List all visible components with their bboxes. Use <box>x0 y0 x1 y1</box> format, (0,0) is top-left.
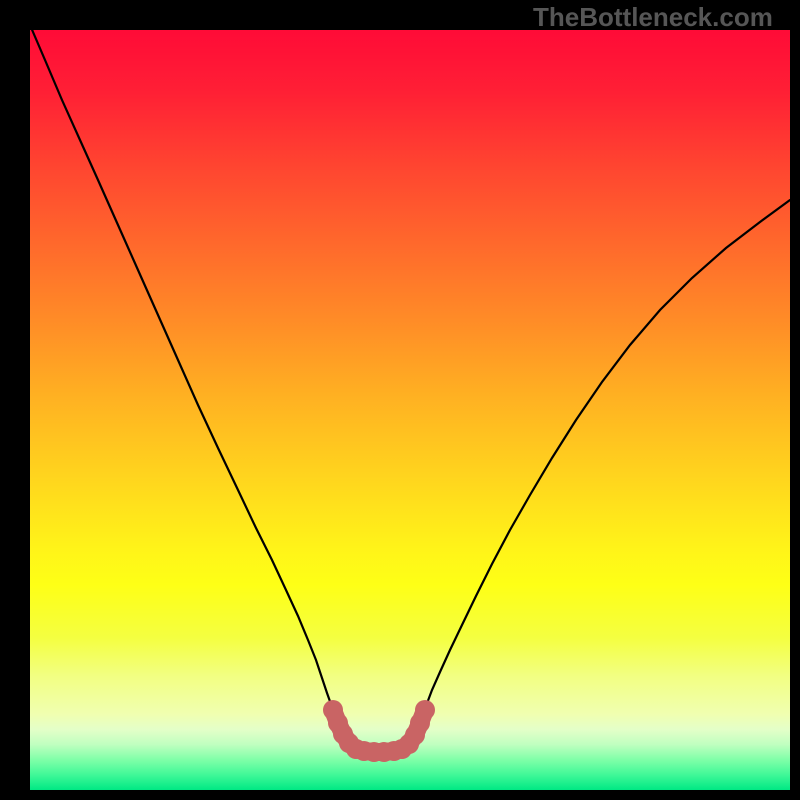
chart-background <box>30 30 790 790</box>
border-left <box>0 0 30 800</box>
watermark-text: TheBottleneck.com <box>533 2 773 33</box>
border-bottom <box>0 790 800 800</box>
border-right <box>790 0 800 800</box>
bottleneck-chart <box>0 0 800 800</box>
